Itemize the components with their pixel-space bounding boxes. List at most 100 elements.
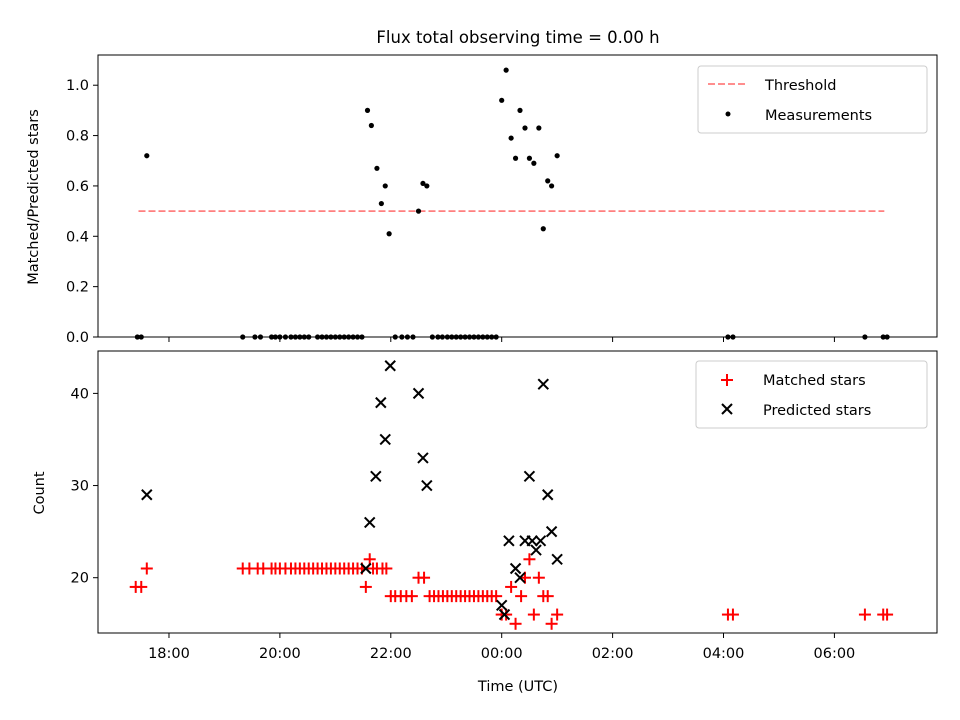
matched-star-marker — [359, 580, 372, 593]
matched-star-marker — [135, 580, 148, 593]
time-x-tick-label: 22:00 — [370, 646, 412, 662]
measurement-point — [374, 165, 380, 171]
measurement-point — [536, 125, 542, 131]
count-plot-area — [129, 360, 894, 630]
predicted-star-marker — [141, 489, 153, 501]
predicted-star-marker — [384, 360, 396, 372]
matched-star-marker — [532, 571, 545, 584]
measurement-point — [424, 183, 430, 189]
matched-star-marker — [509, 617, 522, 630]
measurement-point — [499, 97, 505, 103]
predicted-star-marker — [503, 535, 515, 547]
measurement-point — [522, 125, 528, 131]
matched-star-marker — [545, 617, 558, 630]
count-legend: Matched stars Predicted stars — [695, 360, 928, 429]
matched-star-marker — [523, 553, 536, 566]
ratio-y-tick-label: 0.0 — [66, 330, 89, 346]
legend-matched-label: Matched stars — [763, 373, 866, 389]
predicted-star-marker — [526, 535, 538, 547]
count-legend-box — [695, 360, 928, 429]
measurement-point — [503, 67, 509, 73]
ratio-y-tick-label: 0.4 — [66, 229, 89, 245]
predicted-star-marker — [495, 599, 508, 612]
matched-star-marker — [515, 590, 528, 603]
measurement-point — [386, 231, 392, 237]
predicted-star-marker — [542, 489, 554, 501]
predicted-star-marker — [523, 470, 536, 483]
measurement-point — [517, 107, 523, 113]
ratio-legend: Threshold Measurements — [697, 65, 928, 134]
predicted-star-marker — [534, 535, 547, 547]
matched-star-marker — [140, 562, 153, 575]
matched-star-marker — [541, 590, 554, 603]
legend-threshold-label: Threshold — [764, 78, 836, 94]
predicted-star-marker — [417, 452, 429, 464]
measurement-point — [508, 135, 514, 141]
predicted-star-marker — [509, 562, 522, 575]
matched-star-marker — [490, 590, 503, 603]
predicted-star-marker — [379, 433, 391, 446]
predicted-star-marker — [537, 378, 549, 390]
measurement-point — [368, 122, 374, 129]
ratio-panel: 0.0 0.2 0.4 0.6 0.8 1.0 Matched/Predicted sta… — [26, 54, 938, 346]
ratio-legend-box — [697, 65, 928, 134]
time-x-tick-label: 00:00 — [481, 646, 523, 662]
ratio-y-tick-label: 0.2 — [66, 280, 89, 296]
ratio-y-tick-label: 0.6 — [66, 179, 89, 195]
measurement-point — [415, 208, 422, 214]
predicted-star-marker — [412, 387, 425, 400]
matched-legend-swatch — [721, 374, 733, 386]
ratio-x-ticks — [168, 337, 835, 342]
ratio-y-axis: 0.0 0.2 0.4 0.6 0.8 1.0 — [66, 78, 98, 346]
predicted-star-marker — [498, 608, 511, 621]
matched-star-marker — [881, 608, 894, 621]
predicted-star-marker — [375, 396, 387, 409]
predicted-star-marker — [514, 571, 526, 584]
count-axes-frame — [97, 350, 938, 634]
time-x-tick-label: 02:00 — [592, 646, 634, 662]
count-y-axis-label: Count — [32, 471, 48, 514]
predicted-star-marker — [360, 562, 372, 575]
measurement-point — [378, 200, 384, 207]
legend-predicted-label: Predicted stars — [763, 403, 871, 419]
time-x-tick-label: 06:00 — [814, 646, 856, 662]
figure-title: Flux total observing time = 0.00 h — [376, 28, 659, 47]
ratio-y-axis-label: Matched/Predicted stars — [26, 109, 42, 285]
matched-star-marker — [405, 590, 418, 603]
measurement-point — [364, 107, 371, 113]
predicted-star-marker — [370, 470, 382, 483]
matched-star-marker — [551, 608, 564, 621]
measurement-point — [420, 180, 426, 187]
matched-star-marker — [858, 608, 871, 621]
measurement-point — [540, 226, 546, 232]
predicted-legend-swatch — [721, 403, 733, 415]
measurement-point — [144, 153, 150, 159]
matched-star-marker — [527, 608, 540, 621]
measurement-point — [549, 183, 555, 189]
count-y-tick-label: 30 — [71, 479, 89, 495]
measurement-point — [545, 178, 551, 184]
time-x-tick-label: 18:00 — [148, 646, 190, 662]
count-panel: 20 30 40 18:00 20:00 22:00 00:00 02:00 04:00 06:… — [32, 350, 938, 695]
x-axis-label: Time (UTC) — [477, 679, 558, 695]
predicted-star-marker — [551, 553, 563, 565]
count-y-tick-label: 40 — [71, 386, 89, 402]
predicted-star-marker — [545, 525, 558, 538]
ratio-y-tick-label: 0.8 — [66, 129, 89, 145]
measurement-point — [382, 183, 388, 189]
count-y-axis: 20 30 40 — [71, 386, 98, 587]
time-x-tick-label: 20:00 — [259, 646, 301, 662]
ratio-y-tick-label: 1.0 — [66, 78, 89, 94]
measurement-point — [554, 153, 560, 159]
predicted-star-marker — [421, 479, 433, 492]
predicted-star-marker — [364, 516, 376, 529]
matched-star-marker — [505, 580, 518, 593]
legend-measurements-label: Measurements — [765, 108, 872, 124]
measurement-point — [526, 155, 533, 161]
measurement-point — [531, 160, 537, 166]
time-x-tick-label: 04:00 — [703, 646, 745, 662]
matched-star-marker — [726, 608, 739, 621]
matched-star-marker — [380, 562, 393, 575]
count-y-tick-label: 20 — [71, 571, 89, 587]
